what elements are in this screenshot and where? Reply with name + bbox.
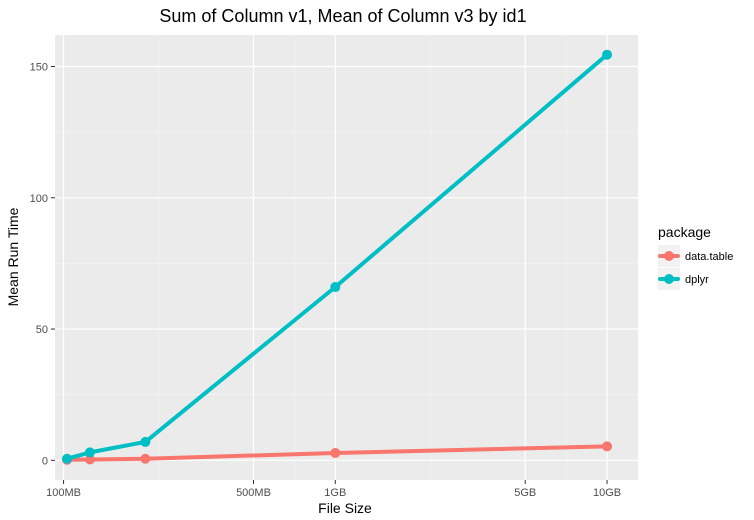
legend-key-point: [664, 274, 674, 284]
legend-key-point: [664, 251, 674, 261]
chart-title: Sum of Column v1, Mean of Column v3 by i…: [159, 6, 526, 26]
data-point-dplyr: [140, 436, 151, 447]
data-point-dplyr: [330, 282, 341, 293]
major-grid: [55, 35, 638, 480]
x-tick-label: 5GB: [514, 487, 536, 499]
y-tick-label: 50: [36, 324, 48, 336]
y-tick-label: 100: [30, 193, 48, 205]
x-tick-label: 10GB: [593, 487, 621, 499]
data-point-data.table: [330, 447, 341, 458]
legend-label: dplyr: [685, 274, 709, 286]
x-axis-title: File Size: [318, 500, 372, 516]
data-point-dplyr: [602, 49, 613, 60]
data-point-dplyr: [62, 453, 73, 464]
data-point-data.table: [602, 441, 613, 452]
data-point-data.table: [140, 453, 151, 464]
minor-grid: [55, 35, 638, 480]
x-tick-label: 100MB: [46, 487, 81, 499]
legend-title: package: [658, 224, 711, 240]
data-point-data.table: [84, 454, 95, 465]
data-point-dplyr: [84, 447, 95, 458]
y-axis-title: Mean Run Time: [5, 207, 21, 306]
series-layer: [62, 49, 613, 465]
legend: package data.table dplyr: [658, 224, 733, 290]
y-tick-label: 0: [42, 455, 48, 467]
axis-ticks: [51, 66, 608, 484]
legend-label: data.table: [685, 251, 733, 263]
x-tick-label: 1GB: [324, 487, 346, 499]
y-tick-label: 150: [30, 62, 48, 74]
axis-tick-labels: 100MB 500MB 1GB 5GB 10GB 0 50 100 150: [30, 62, 621, 499]
x-tick-label: 500MB: [236, 487, 271, 499]
